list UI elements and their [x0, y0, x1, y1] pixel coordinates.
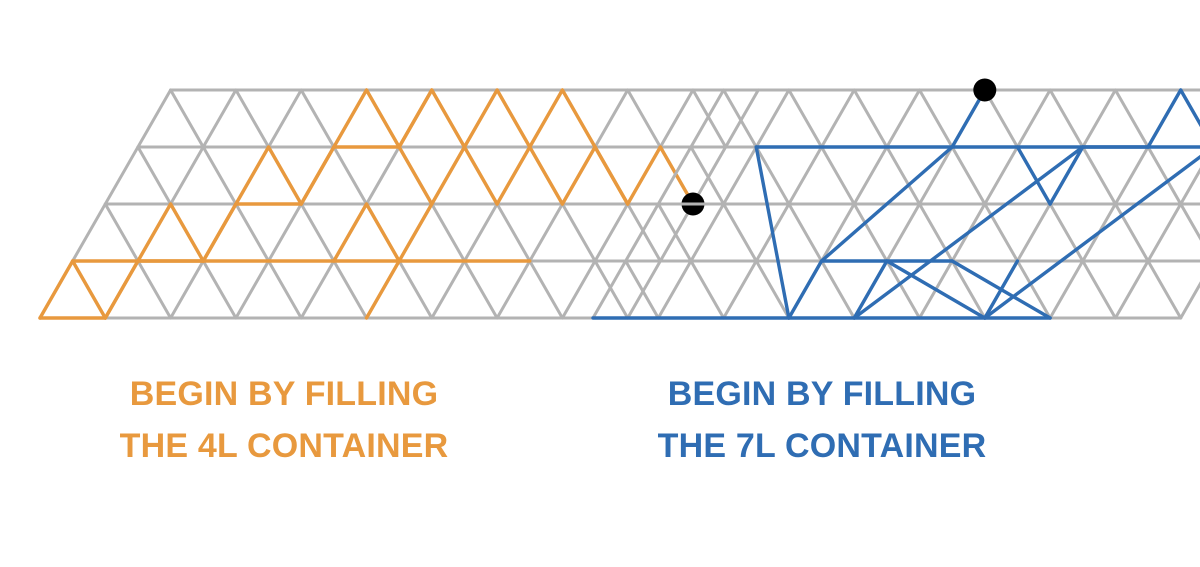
left-grid-lines	[38, 88, 760, 320]
path-segment	[626, 145, 663, 206]
path-segment	[495, 145, 532, 206]
path-segment	[299, 145, 336, 206]
path-segment	[234, 145, 271, 206]
path-segment	[462, 145, 499, 206]
path-segment	[528, 88, 565, 149]
right-caption: BEGIN BY FILLING THE 7L CONTAINER	[522, 368, 1122, 472]
path-segment	[528, 145, 565, 206]
grid-line-antidiagonal	[787, 88, 921, 320]
path-segment	[983, 154, 1200, 320]
path-segment	[1178, 88, 1200, 128]
grid-line-antidiagonal	[689, 145, 791, 320]
path-segment	[364, 88, 401, 149]
path-segment	[560, 88, 597, 149]
path-segment	[38, 259, 75, 320]
right-path-lines	[591, 88, 1200, 320]
path-segment	[754, 145, 791, 320]
path-segment	[136, 202, 173, 263]
path-segment	[560, 145, 597, 206]
path-segment	[852, 145, 1085, 320]
path-segment	[885, 259, 987, 320]
path-segment	[430, 88, 467, 149]
path-segment	[103, 259, 140, 320]
path-segment	[462, 88, 499, 149]
path-segment	[397, 145, 434, 206]
start-marker-dot	[973, 78, 997, 102]
path-segment	[430, 145, 467, 206]
path-segment	[266, 145, 303, 206]
right-grid-lines	[591, 88, 1200, 320]
grid-line-antidiagonal	[852, 88, 987, 320]
path-segment	[787, 259, 824, 320]
path-segment	[1015, 145, 1052, 206]
grid-line-antidiagonal	[656, 202, 726, 320]
grid-line-antidiagonal	[691, 88, 728, 149]
grid-line-antidiagonal	[722, 88, 856, 320]
path-segment	[397, 88, 434, 149]
path-segment	[1048, 145, 1085, 206]
right-start-marker	[973, 78, 997, 102]
grid-line-antidiagonal	[918, 88, 1052, 320]
path-segment	[983, 259, 1020, 320]
grid-line-antidiagonal	[624, 259, 660, 320]
right-caption-line-2: THE 7L CONTAINER	[657, 427, 987, 465]
path-segment	[593, 145, 630, 206]
path-segment	[495, 88, 532, 149]
path-segment	[364, 259, 401, 320]
left-caption-line-2: THE 4L CONTAINER	[119, 427, 449, 465]
grid-line-antidiagonal	[1048, 88, 1183, 320]
right-caption-line-1: BEGIN BY FILLING	[667, 375, 977, 413]
path-segment	[852, 259, 889, 320]
left-caption-line-1: BEGIN BY FILLING	[129, 375, 439, 413]
left-caption: BEGIN BY FILLING THE 4L CONTAINER	[0, 368, 584, 472]
path-segment	[70, 259, 108, 320]
path-segment	[397, 202, 434, 263]
path-segment	[1146, 88, 1183, 149]
left-path-lines	[38, 88, 695, 320]
left-lattice-panel	[38, 88, 760, 320]
right-lattice-panel	[591, 78, 1200, 320]
path-segment	[332, 202, 369, 263]
path-segment	[819, 145, 954, 263]
grid-line-antidiagonal	[1113, 88, 1200, 241]
path-segment	[332, 88, 369, 149]
path-segment	[168, 202, 205, 263]
path-segment	[364, 202, 401, 263]
path-segment	[201, 202, 238, 263]
